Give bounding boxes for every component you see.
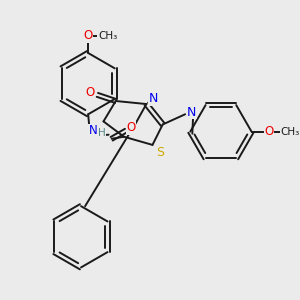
Text: O: O: [126, 121, 136, 134]
Text: O: O: [85, 86, 95, 99]
Text: CH₃: CH₃: [281, 127, 300, 136]
Text: N: N: [89, 124, 98, 137]
Text: O: O: [83, 29, 93, 42]
Text: S: S: [156, 146, 164, 158]
Text: O: O: [264, 125, 274, 138]
Text: N: N: [149, 92, 158, 106]
Text: CH₃: CH₃: [98, 31, 117, 41]
Text: H: H: [98, 128, 105, 138]
Text: N: N: [187, 106, 196, 119]
